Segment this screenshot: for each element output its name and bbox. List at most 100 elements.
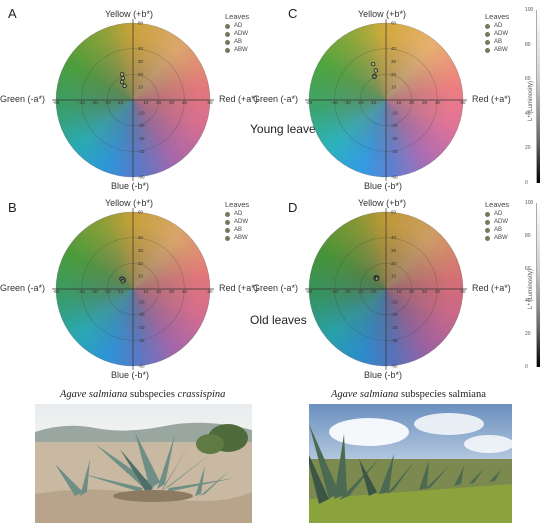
panel-b-xtick: 30 (169, 289, 175, 294)
panel-d-xtick: -20 (357, 289, 364, 294)
panel-b-xtick: 10 (143, 289, 149, 294)
panel-c-luminosity-tick: 100 (525, 7, 534, 13)
panel-c-xtick: 10 (396, 100, 402, 105)
panel-b-ytick: -20 (138, 312, 145, 317)
panel-c-luminosity-tick: 80 (525, 41, 531, 48)
panel-c-plot-area: -60 -60 -40 -40 -30 -30 -20 -20 -10 -10 10 10 20 20 30… (305, 19, 467, 181)
legend-marker-icon (225, 31, 230, 37)
panel-d-label-bottom: Blue (-b*) (364, 370, 403, 380)
panel-c-ytick: -10 (391, 110, 398, 115)
panel-c-xtick: -60 (306, 100, 313, 105)
panel-b-point-abw (120, 279, 125, 284)
legend-label: ABW (494, 235, 508, 241)
caption-right-subspecies: salmiana (448, 389, 486, 400)
panel-b-legend-item: ABW (225, 234, 248, 242)
panel-d-point-ab (373, 276, 378, 281)
panel-d-ytick: -40 (391, 338, 398, 343)
legend-marker-icon (485, 235, 490, 241)
panel-c-letter: C (288, 6, 298, 21)
panel-c-legend-item: ABW (485, 46, 508, 54)
panel-a-ytick: 30 (138, 59, 144, 64)
panel-a-ytick: -30 (138, 136, 145, 141)
panel-b-ytick: -60 (138, 364, 145, 369)
panel-c-luminosity-label: L* (Luminosity) (528, 80, 534, 121)
panel-d-luminosity-bar (536, 203, 540, 367)
panel-b-legend-title: Leaves (225, 200, 250, 209)
panel-a-label-bottom: Blue (-b*) (111, 181, 150, 191)
panel-d-plot-area: -60 -60 -40 -40 -30 -30 -20 -20 -10 -10 10 10 20 20 30… (305, 208, 467, 370)
panel-d-luminosity-tick: 80 (525, 232, 531, 239)
panel-a-ytick: 10 (138, 85, 144, 90)
legend-marker-icon (225, 235, 230, 241)
panel-d-xtick: 60 (460, 289, 466, 294)
panel-d-xtick: -40 (331, 289, 338, 294)
panel-c-label-top: Yellow (+b*) (358, 9, 406, 19)
panel-d-xtick: 40 (435, 289, 441, 294)
row-label-young: Young leaves (250, 122, 322, 136)
panel-a-xtick: 40 (182, 100, 188, 105)
legend-marker-icon (225, 211, 230, 217)
panel-a-xtick: -10 (117, 100, 124, 105)
panel-d-xtick: -30 (344, 289, 351, 294)
panel-b-label-left: Green (-a*) (0, 283, 46, 293)
panel-c-label-bottom: Blue (-b*) (364, 181, 403, 191)
legend-marker-icon (225, 39, 230, 45)
panel-b-label-bottom: Blue (-b*) (111, 370, 150, 380)
panel-c-ytick: 60 (391, 21, 397, 26)
panel-c-ytick: 10 (391, 85, 397, 90)
panel-c-legend-item: ADW (485, 30, 508, 38)
panel-a-xtick: -60 (53, 100, 60, 105)
panel-d-legend-item: ABW (485, 234, 508, 242)
panel-a-legend-item: ABW (225, 46, 248, 54)
panel-a-legend-item: ADW (225, 30, 248, 38)
panel-a-xtick: 30 (169, 100, 175, 105)
panel-d-label-left: Green (-a*) (253, 283, 299, 293)
legend-marker-icon (225, 47, 230, 53)
legend-marker-icon (225, 219, 230, 225)
legend-label: AD (494, 23, 503, 29)
panel-d-label-right: Red (+a*) (472, 283, 511, 293)
panel-c-point-ad (370, 61, 376, 67)
panel-b-ytick: 60 (138, 210, 144, 215)
panel-a-legend-item: AD (225, 22, 242, 30)
panel-d-ytick: 30 (391, 248, 397, 253)
panel-d-ytick: -60 (391, 364, 398, 369)
panel-c-xtick: -10 (370, 100, 377, 105)
panel-a-letter: A (8, 6, 17, 21)
panel-b-ytick: 10 (138, 274, 144, 279)
panel-d-ytick: 10 (391, 274, 397, 279)
panel-d-xtick: 10 (396, 289, 402, 294)
caption-left-subspecies: crassispina (177, 389, 226, 400)
panel-c-xtick: 40 (435, 100, 441, 105)
legend-label: ABW (234, 235, 248, 241)
legend-label: AB (234, 227, 243, 233)
panel-b-ytick: -30 (138, 325, 145, 330)
panel-a-ytick: -40 (138, 149, 145, 154)
caption-left: Agave salmiana subspecies crassispina (60, 389, 225, 400)
panel-d-ytick: 20 (391, 261, 397, 266)
legend-label: ADW (494, 219, 508, 225)
panel-d-ytick: -30 (391, 325, 398, 330)
panel-a-xtick: 60 (207, 100, 213, 105)
panel-c-luminosity-tick: 0 (525, 180, 528, 186)
legend-label: ADW (494, 31, 508, 37)
panel-b-xtick: -40 (78, 289, 85, 294)
panel-d-legend-item: ADW (485, 218, 508, 226)
legend-marker-icon (225, 23, 230, 29)
panel-d-legend-item: AB (485, 226, 502, 234)
panel-d-legend-title: Leaves (485, 200, 510, 209)
panel-d-luminosity-tick: 20 (525, 331, 531, 338)
panel-d-xtick: -10 (370, 289, 377, 294)
legend-marker-icon (485, 39, 490, 45)
panel-d-legend-item: AD (485, 210, 502, 218)
panel-c-label-right: Red (+a*) (472, 94, 511, 104)
photo-f (309, 404, 512, 523)
panel-c-legend-item: AD (485, 22, 502, 30)
panel-a-xtick: -20 (104, 100, 111, 105)
panel-b-letter: B (8, 200, 17, 215)
panel-c-luminosity-tick: 60 (525, 76, 531, 83)
panel-a-xtick: 20 (156, 100, 162, 105)
legend-marker-icon (485, 227, 490, 233)
panel-c-ytick: 40 (391, 46, 397, 51)
panel-c-xtick: 30 (422, 100, 428, 105)
